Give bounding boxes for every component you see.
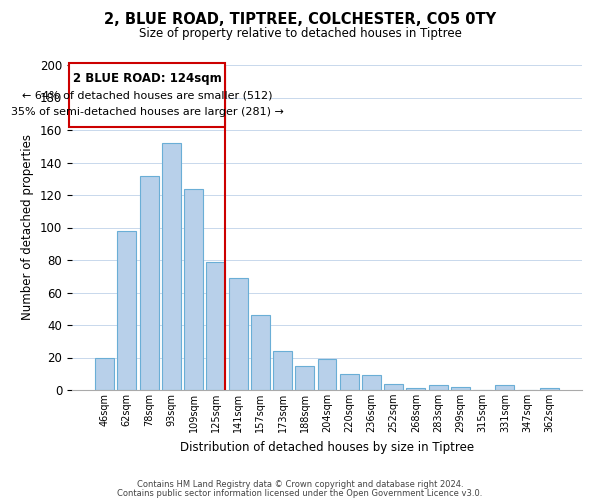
Bar: [317, 359, 337, 390]
FancyBboxPatch shape: [70, 64, 225, 127]
Y-axis label: Number of detached properties: Number of detached properties: [22, 134, 34, 320]
Text: Contains public sector information licensed under the Open Government Licence v3: Contains public sector information licen…: [118, 489, 482, 498]
Bar: [451, 387, 470, 390]
Text: ← 64% of detached houses are smaller (512): ← 64% of detached houses are smaller (51…: [22, 90, 272, 100]
Text: Size of property relative to detached houses in Tiptree: Size of property relative to detached ho…: [139, 28, 461, 40]
Bar: [184, 188, 203, 390]
Bar: [384, 384, 403, 390]
Bar: [251, 316, 270, 390]
Text: 2 BLUE ROAD: 124sqm: 2 BLUE ROAD: 124sqm: [73, 72, 221, 85]
Text: 2, BLUE ROAD, TIPTREE, COLCHESTER, CO5 0TY: 2, BLUE ROAD, TIPTREE, COLCHESTER, CO5 0…: [104, 12, 496, 28]
Bar: [340, 374, 359, 390]
Bar: [540, 388, 559, 390]
Bar: [118, 231, 136, 390]
Bar: [496, 385, 514, 390]
Bar: [206, 262, 225, 390]
Bar: [229, 278, 248, 390]
Bar: [95, 358, 114, 390]
Bar: [429, 385, 448, 390]
Bar: [140, 176, 158, 390]
Bar: [273, 351, 292, 390]
Bar: [362, 376, 381, 390]
Text: Contains HM Land Registry data © Crown copyright and database right 2024.: Contains HM Land Registry data © Crown c…: [137, 480, 463, 489]
Text: 35% of semi-detached houses are larger (281) →: 35% of semi-detached houses are larger (…: [11, 108, 284, 118]
Bar: [406, 388, 425, 390]
Bar: [295, 366, 314, 390]
Bar: [162, 143, 181, 390]
X-axis label: Distribution of detached houses by size in Tiptree: Distribution of detached houses by size …: [180, 440, 474, 454]
